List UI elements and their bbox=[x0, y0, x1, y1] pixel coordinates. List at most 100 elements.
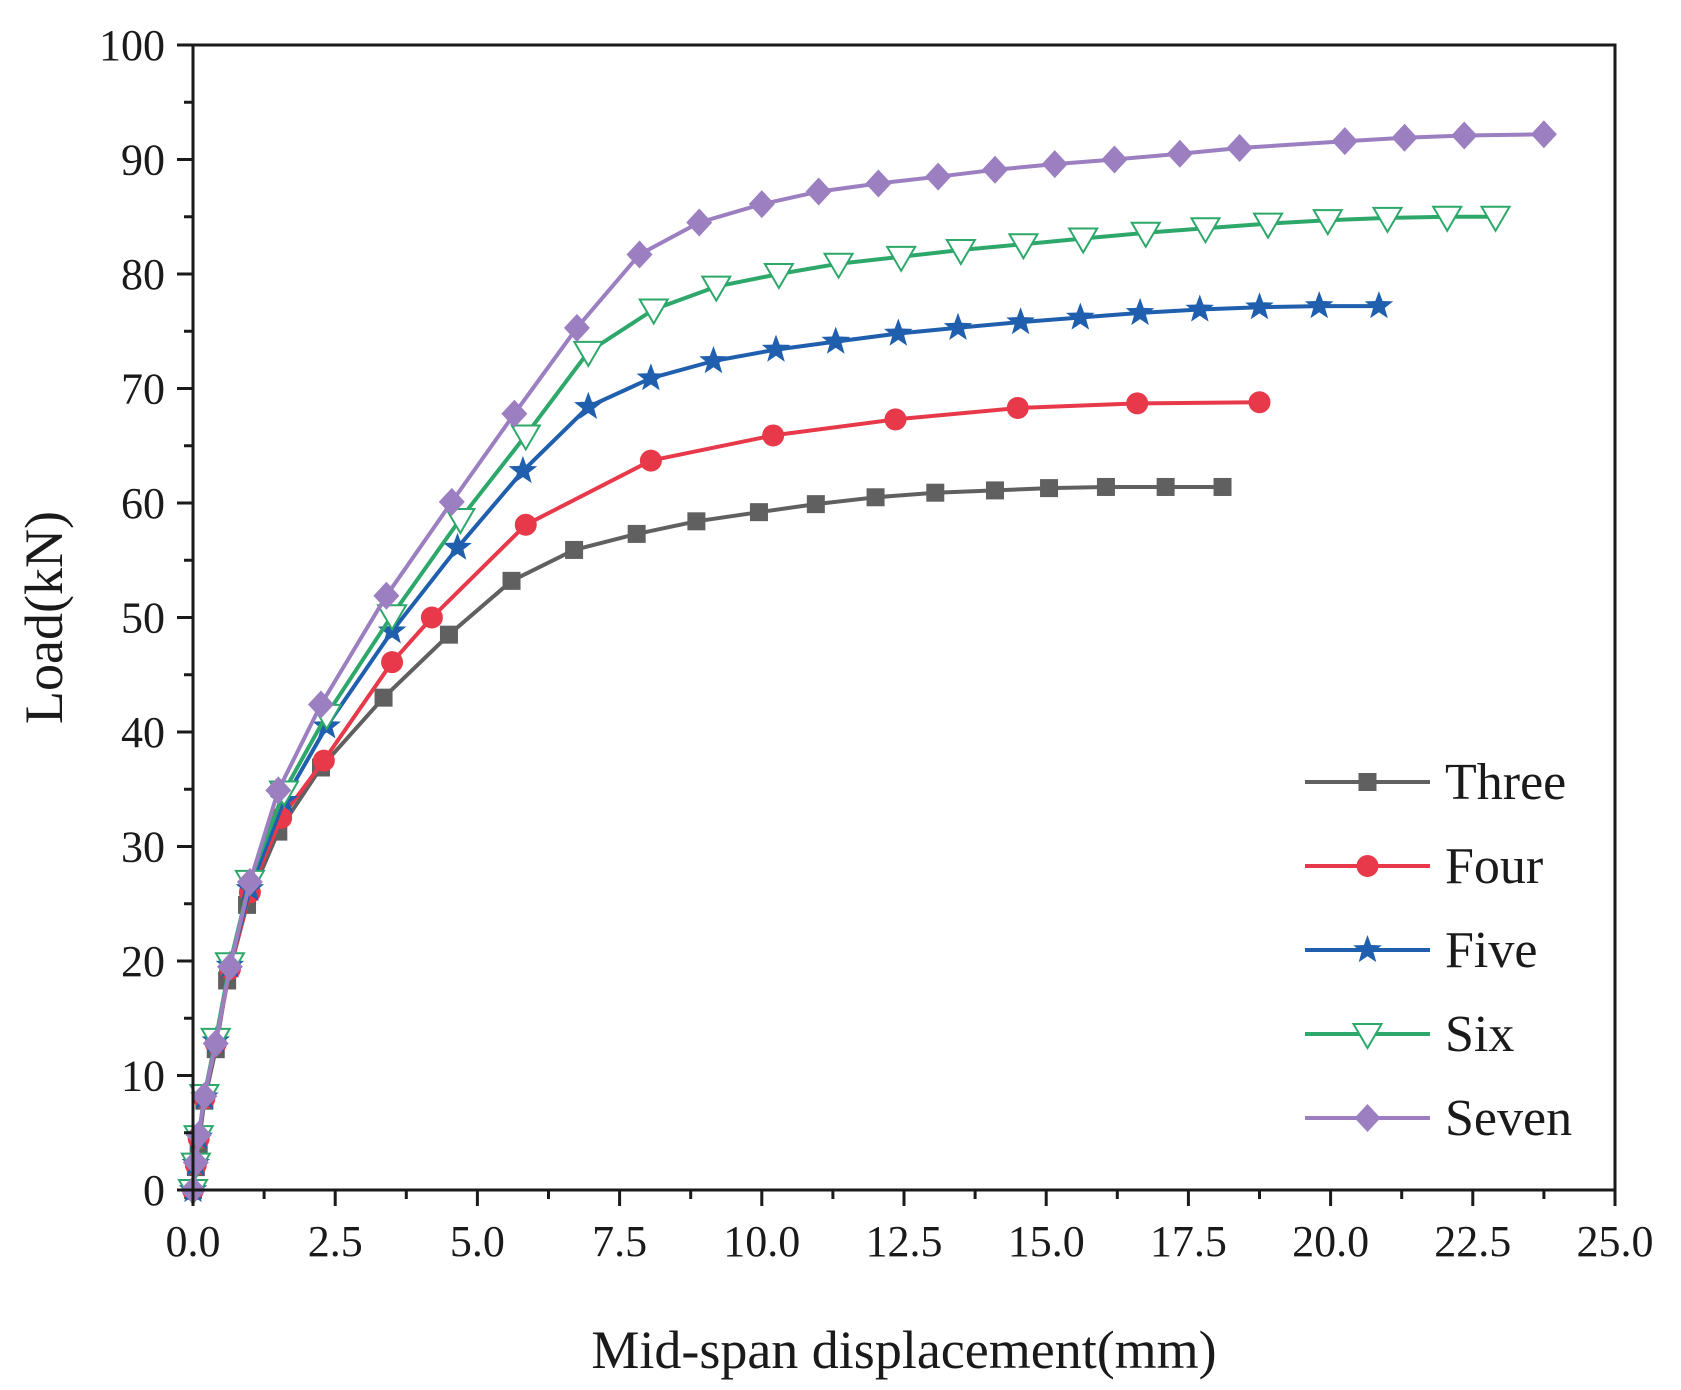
x-tick-label: 5.0 bbox=[450, 1217, 505, 1266]
data-point-three bbox=[565, 540, 584, 559]
data-point-seven bbox=[1101, 145, 1128, 174]
data-point-five bbox=[636, 363, 666, 391]
data-point-three bbox=[806, 495, 825, 514]
data-point-three bbox=[502, 571, 521, 590]
data-point-three bbox=[1213, 477, 1232, 496]
legend-item-six: Six bbox=[1305, 1006, 1514, 1063]
data-point-five bbox=[1185, 294, 1214, 322]
legend-label-four: Four bbox=[1445, 838, 1543, 895]
data-point-seven bbox=[501, 399, 528, 428]
x-axis-title: Mid-span displacement(mm) bbox=[591, 1320, 1216, 1380]
data-point-six bbox=[700, 275, 733, 303]
y-tick-label: 10 bbox=[121, 1052, 165, 1101]
x-tick-label: 17.5 bbox=[1150, 1217, 1227, 1266]
data-point-six bbox=[376, 604, 408, 632]
data-point-six bbox=[1189, 217, 1222, 245]
data-point-seven bbox=[265, 776, 292, 805]
series-line-five bbox=[191, 304, 1379, 1191]
data-point-six bbox=[1007, 233, 1040, 261]
data-point-seven bbox=[182, 1148, 209, 1177]
data-point-three bbox=[986, 481, 1005, 500]
axes-layer: 0.0 2.5 5.0 7.5 10.0 12.5 15.0 17.5 20.0 22.5 25.0… bbox=[99, 21, 1654, 1266]
data-point-seven bbox=[1226, 134, 1253, 163]
legend-label-five: Five bbox=[1445, 922, 1537, 979]
y-tick-label: 50 bbox=[121, 594, 165, 643]
legend-item-three: Three bbox=[1305, 754, 1566, 811]
data-point-six bbox=[1312, 209, 1344, 237]
data-point-seven bbox=[1166, 139, 1193, 168]
data-point-six bbox=[822, 252, 855, 280]
x-tick-label: 0.0 bbox=[166, 1217, 221, 1266]
data-point-seven bbox=[1331, 127, 1358, 156]
series-seven bbox=[180, 120, 1557, 1204]
y-tick-label: 60 bbox=[121, 479, 165, 528]
series-layer bbox=[177, 120, 1557, 1206]
y-tick-label: 30 bbox=[121, 823, 165, 872]
data-point-six bbox=[1479, 205, 1512, 233]
data-point-five bbox=[1125, 297, 1155, 326]
data-point-five bbox=[821, 326, 850, 354]
y-axis-title: Load(kN) bbox=[14, 511, 74, 724]
legend-label-three: Three bbox=[1445, 754, 1566, 811]
y-tick-label: 80 bbox=[121, 250, 165, 299]
data-point-five bbox=[1245, 292, 1274, 320]
data-point-seven bbox=[202, 1029, 229, 1058]
legend-marker-five bbox=[1353, 935, 1382, 963]
x-tick-label: 20.0 bbox=[1292, 1217, 1369, 1266]
data-point-seven bbox=[925, 162, 952, 191]
data-point-six bbox=[510, 424, 542, 452]
data-point-six bbox=[572, 340, 605, 368]
data-point-three bbox=[749, 503, 768, 522]
data-point-five bbox=[884, 318, 913, 346]
data-point-six bbox=[1067, 227, 1099, 255]
data-point-seven bbox=[307, 690, 334, 719]
x-tick-label: 22.5 bbox=[1434, 1217, 1511, 1266]
data-point-six bbox=[885, 245, 917, 273]
data-point-seven bbox=[626, 240, 653, 269]
y-tick-label: 40 bbox=[121, 708, 165, 757]
data-point-six bbox=[763, 263, 795, 290]
data-point-three bbox=[374, 688, 393, 707]
data-point-seven bbox=[805, 177, 832, 206]
data-point-five bbox=[1006, 307, 1035, 335]
data-point-four bbox=[1248, 391, 1271, 414]
data-point-seven bbox=[191, 1082, 218, 1111]
data-point-six bbox=[637, 298, 670, 326]
data-point-seven bbox=[686, 208, 713, 237]
data-point-seven bbox=[1530, 120, 1557, 149]
series-three bbox=[184, 477, 1232, 1199]
data-point-five bbox=[1066, 302, 1095, 330]
legend-item-five: Five bbox=[1305, 922, 1537, 979]
data-point-three bbox=[439, 625, 458, 644]
data-point-five bbox=[699, 346, 728, 374]
data-point-five bbox=[1305, 291, 1334, 319]
legend-label-six: Six bbox=[1445, 1006, 1514, 1063]
data-point-five bbox=[1364, 291, 1394, 319]
data-point-seven bbox=[1041, 150, 1068, 179]
data-point-four bbox=[514, 513, 537, 536]
x-tick-label: 25.0 bbox=[1577, 1217, 1654, 1266]
data-point-four bbox=[639, 449, 662, 472]
data-point-four bbox=[884, 408, 907, 431]
data-point-seven bbox=[373, 581, 400, 610]
legend-marker-four bbox=[1356, 855, 1379, 877]
data-point-five bbox=[508, 455, 538, 484]
data-point-four bbox=[1126, 392, 1149, 415]
data-point-four bbox=[762, 424, 785, 447]
series-line-three bbox=[191, 485, 1223, 1191]
y-tick-label: 100 bbox=[99, 21, 165, 70]
series-line-four bbox=[191, 400, 1260, 1191]
series-four bbox=[182, 391, 1271, 1201]
data-point-four bbox=[420, 606, 443, 629]
data-point-seven bbox=[236, 867, 263, 896]
legend-marker-three bbox=[1358, 773, 1377, 791]
data-point-four bbox=[312, 749, 335, 772]
data-point-seven bbox=[748, 190, 775, 219]
data-point-three bbox=[866, 488, 885, 507]
data-point-seven bbox=[865, 169, 892, 198]
x-tick-label: 15.0 bbox=[1008, 1217, 1085, 1266]
data-point-three bbox=[1156, 477, 1175, 496]
y-tick-label: 20 bbox=[121, 937, 165, 986]
data-point-five bbox=[943, 312, 973, 340]
x-tick-label: 12.5 bbox=[866, 1217, 943, 1266]
